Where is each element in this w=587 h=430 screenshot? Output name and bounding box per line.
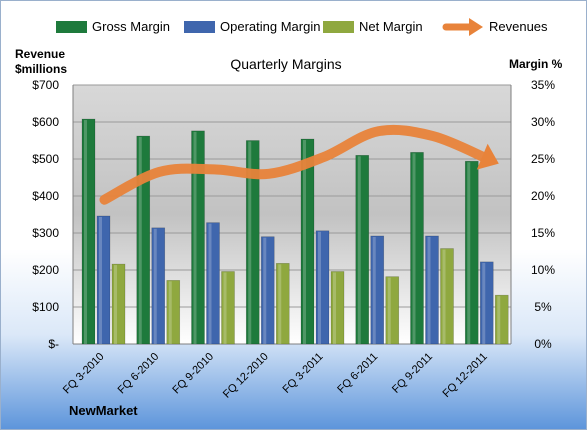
bar-net-margin	[330, 271, 345, 345]
bar-operating-margin	[151, 227, 166, 345]
bar-highlight	[84, 120, 87, 344]
bar-highlight	[372, 236, 376, 344]
bar-highlight	[442, 249, 446, 344]
bar-gross-margin	[464, 160, 479, 345]
bar-highlight	[387, 277, 391, 344]
legend-swatch	[184, 21, 215, 33]
bar-highlight	[263, 237, 267, 344]
legend-label: Revenues	[489, 19, 548, 34]
bar-highlight	[333, 272, 336, 344]
bar-gross-margin	[136, 135, 151, 345]
bar-highlight	[278, 264, 282, 344]
right-tick-label: 15%	[531, 226, 555, 240]
bar-series	[81, 118, 509, 345]
bar-highlight	[193, 131, 197, 344]
bar-operating-margin	[370, 235, 385, 345]
left-tick-label: $300	[32, 226, 59, 240]
bar-gross-margin	[355, 155, 370, 345]
bar-highlight	[223, 272, 227, 344]
left-tick-label: $200	[32, 263, 59, 277]
bar-net-margin	[221, 271, 235, 345]
bar-net-margin	[275, 263, 290, 345]
bar-highlight	[497, 296, 501, 344]
left-tick-label: $100	[32, 300, 59, 314]
bar-highlight	[99, 216, 102, 344]
bar-net-margin	[111, 263, 126, 345]
left-tick-label: $-	[48, 337, 59, 351]
revenue-line-path	[99, 124, 493, 205]
bar-operating-margin	[315, 230, 330, 345]
legend-label: Gross Margin	[92, 19, 170, 34]
left-tick-label: $400	[32, 189, 59, 203]
legend-label: Net Margin	[359, 19, 423, 34]
bar-highlight	[153, 228, 157, 344]
bar-net-margin	[166, 280, 181, 345]
revenue-line	[99, 124, 499, 205]
bar-operating-margin	[206, 222, 220, 345]
bar-gross-margin	[191, 130, 205, 345]
bar-highlight	[138, 137, 142, 344]
right-tick-label: 5%	[534, 300, 552, 314]
bar-gross-margin	[410, 152, 424, 345]
left-tick-label: $500	[32, 152, 59, 166]
revenue-arrowhead	[476, 143, 499, 170]
category-label: FQ 12-2011	[440, 351, 489, 400]
bar-operating-margin	[96, 215, 111, 345]
legend-swatch	[323, 21, 354, 33]
right-tick-label: 10%	[531, 263, 555, 277]
bar-highlight	[357, 156, 361, 344]
left-axis-label-line2: $millions	[15, 62, 67, 76]
bar-highlight	[412, 153, 416, 344]
bar-highlight	[482, 262, 486, 344]
bar-highlight	[427, 236, 431, 344]
legend: Gross Margin Operating Margin Net Margin Re…	[56, 18, 548, 36]
right-tick-label: 20%	[531, 189, 555, 203]
left-tick-label: $600	[32, 115, 59, 129]
bar-net-margin	[385, 276, 400, 345]
right-tick-label: 30%	[531, 115, 555, 129]
bar-gross-margin	[81, 118, 96, 345]
legend-swatch	[56, 21, 87, 33]
category-label: FQ 9-2011	[390, 351, 435, 396]
bar-operating-margin	[260, 236, 275, 345]
bar-highlight	[114, 265, 117, 344]
category-label: FQ 6-2010	[116, 351, 162, 397]
legend-label: Operating Margin	[220, 19, 320, 34]
left-axis-label-line1: Revenue	[15, 47, 65, 61]
right-axis-label: Margin %	[509, 57, 563, 71]
bar-net-margin	[440, 248, 454, 345]
right-tick-label: 0%	[534, 337, 552, 351]
category-label: FQ 3-2011	[281, 351, 326, 396]
bar-highlight	[248, 141, 252, 344]
category-label: FQ 6-2011	[335, 351, 380, 396]
category-label: FQ 3-2010	[61, 351, 107, 397]
source-label: NewMarket	[69, 403, 138, 418]
bar-net-margin	[494, 294, 509, 345]
bar-operating-margin	[479, 261, 494, 345]
right-tick-label: 25%	[531, 152, 555, 166]
bar-operating-margin	[425, 235, 439, 345]
bar-highlight	[467, 162, 471, 344]
bar-gross-margin	[300, 138, 315, 345]
category-label: FQ 12-2010	[221, 351, 271, 401]
bar-highlight	[208, 223, 212, 344]
legend-arrow-head	[469, 18, 483, 36]
category-label: FQ 9-2010	[170, 351, 216, 397]
bar-highlight	[168, 281, 172, 344]
bar-highlight	[303, 140, 306, 344]
chart-title: Quarterly Margins	[230, 56, 341, 72]
right-tick-label: 35%	[531, 78, 555, 92]
bar-gross-margin	[245, 140, 260, 345]
left-tick-label: $700	[32, 78, 59, 92]
bar-highlight	[318, 231, 321, 344]
